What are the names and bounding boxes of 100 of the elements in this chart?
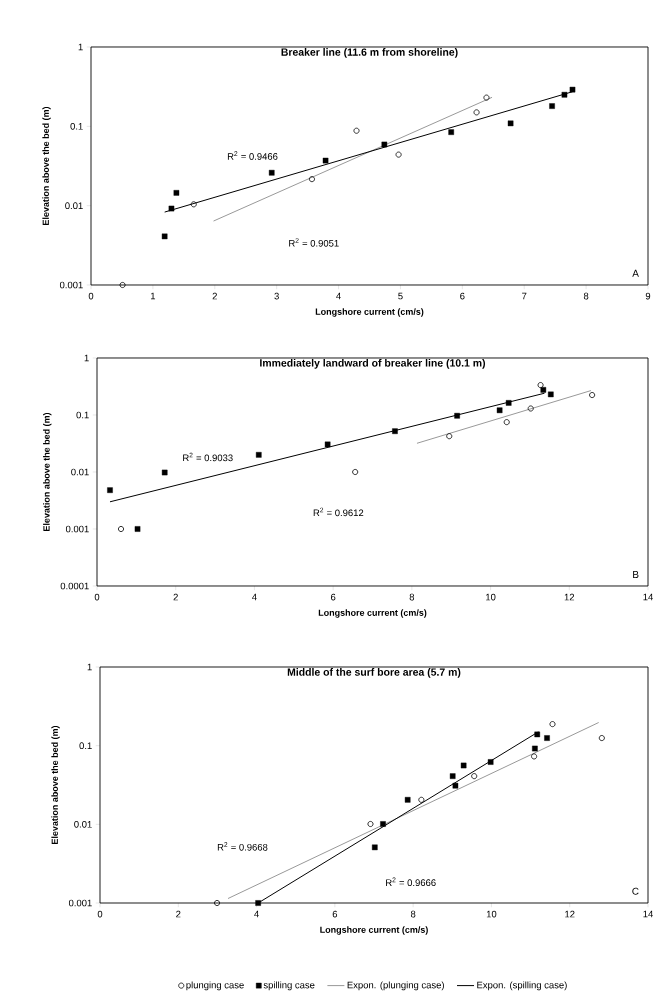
point (367, 821, 374, 827)
x-tick-label: 8 (409, 593, 415, 601)
x-tick-label: 14 (643, 593, 653, 601)
point (161, 233, 168, 240)
x-tick-label: 2 (212, 292, 217, 300)
point (544, 735, 550, 741)
point (589, 392, 596, 399)
point (505, 400, 512, 406)
x-tick-label: 4 (254, 910, 259, 918)
point (527, 405, 534, 412)
point (404, 797, 411, 803)
legend-label: Expon. (spilling case) (477, 981, 567, 991)
y-tick-label: 0.01 (74, 820, 92, 828)
point (507, 120, 514, 127)
point (255, 452, 262, 458)
point (392, 428, 398, 434)
point (496, 407, 503, 414)
point (214, 900, 221, 906)
point (372, 844, 378, 851)
point (454, 412, 460, 419)
x-tick-label: 8 (583, 292, 589, 300)
point (503, 419, 510, 426)
y-tick-label: 0.01 (71, 468, 89, 476)
point (118, 526, 124, 532)
point (308, 176, 315, 183)
x-tick-label: 2 (176, 910, 181, 918)
annotation: R$^{2}$ = 0.9466 (227, 151, 278, 160)
point (598, 735, 605, 742)
legend-label: plunging case (186, 981, 244, 991)
annotation: A (632, 269, 639, 277)
y-tick-label: 0.0001 (60, 582, 89, 590)
x-tick-label: 12 (564, 593, 575, 601)
y-tick-label: 0.1 (79, 742, 92, 750)
annotation: R$^{2}$ = 0.9668 (217, 842, 268, 851)
point (569, 86, 576, 93)
point (190, 201, 197, 208)
point (168, 205, 175, 212)
x-tick-label: 0 (97, 910, 103, 918)
x-tick-label: 6 (331, 593, 336, 601)
legend-label: Expon. (plunging case) (347, 981, 444, 991)
x-tick-label: 10 (486, 593, 496, 601)
x-tick-label: 10 (486, 910, 497, 918)
point (173, 190, 180, 196)
x-tick-label: 14 (643, 910, 653, 918)
point (548, 391, 554, 398)
y-axis-title: Elevation above the bed (m) (43, 412, 52, 531)
x-tick-label: 3 (274, 292, 279, 300)
point (483, 94, 490, 101)
y-tick-label: 1 (78, 43, 83, 51)
point (268, 169, 275, 176)
y-tick-label: 0.001 (59, 281, 83, 289)
x-tick-label: 2 (173, 593, 178, 601)
point (161, 469, 168, 476)
x-tick-label: 5 (398, 292, 403, 300)
point (353, 127, 360, 134)
y-tick-label: 0.1 (70, 122, 83, 130)
point (352, 469, 359, 475)
x-tick-label: 6 (332, 910, 338, 918)
point (534, 731, 541, 738)
point (532, 745, 538, 752)
point (471, 773, 478, 780)
y-tick-label: 1 (87, 663, 92, 671)
point (487, 759, 494, 765)
point (446, 433, 453, 440)
point (473, 109, 480, 116)
point (531, 753, 538, 760)
point (452, 782, 459, 789)
y-tick-label: 0.001 (65, 525, 89, 533)
point (107, 487, 113, 493)
point (549, 721, 556, 728)
point (255, 900, 261, 906)
point (449, 773, 456, 779)
x-axis-title: Longshore current (cm/s) (320, 926, 428, 935)
x-tick-label: 1 (150, 292, 156, 300)
point (460, 762, 467, 769)
x-tick-label: 8 (410, 910, 416, 918)
point (537, 382, 544, 389)
x-tick-label: 7 (522, 292, 527, 300)
chart-title: Middle of the surf bore area (5.7 m) (287, 668, 461, 678)
x-tick-label: 4 (252, 593, 257, 601)
x-tick-label: 12 (565, 910, 575, 918)
point (418, 796, 425, 803)
point (119, 282, 126, 288)
annotation: R$^{2}$ = 0.9612 (313, 507, 364, 517)
y-tick-label: 0.001 (68, 899, 92, 907)
point (448, 129, 454, 135)
chart-title: Immediately landward of breaker line (10.1 m) (260, 358, 486, 369)
point (540, 387, 547, 393)
y-axis-title: Elevation above the bed (m) (42, 106, 51, 225)
x-tick-label: 4 (336, 292, 341, 300)
point (561, 91, 568, 98)
annotation: R$^{2}$ = 0.9051 (289, 238, 339, 247)
y-axis-title: Elevation above the bed (m) (51, 725, 60, 844)
point (549, 103, 555, 109)
x-tick-label: 9 (645, 292, 651, 300)
y-tick-label: 1 (84, 354, 89, 362)
annotation: C (632, 887, 639, 895)
annotation: B (633, 571, 639, 578)
chart-title: Breaker line (11.6 m from shoreline) (281, 48, 458, 58)
x-tick-label: 0 (94, 593, 100, 601)
